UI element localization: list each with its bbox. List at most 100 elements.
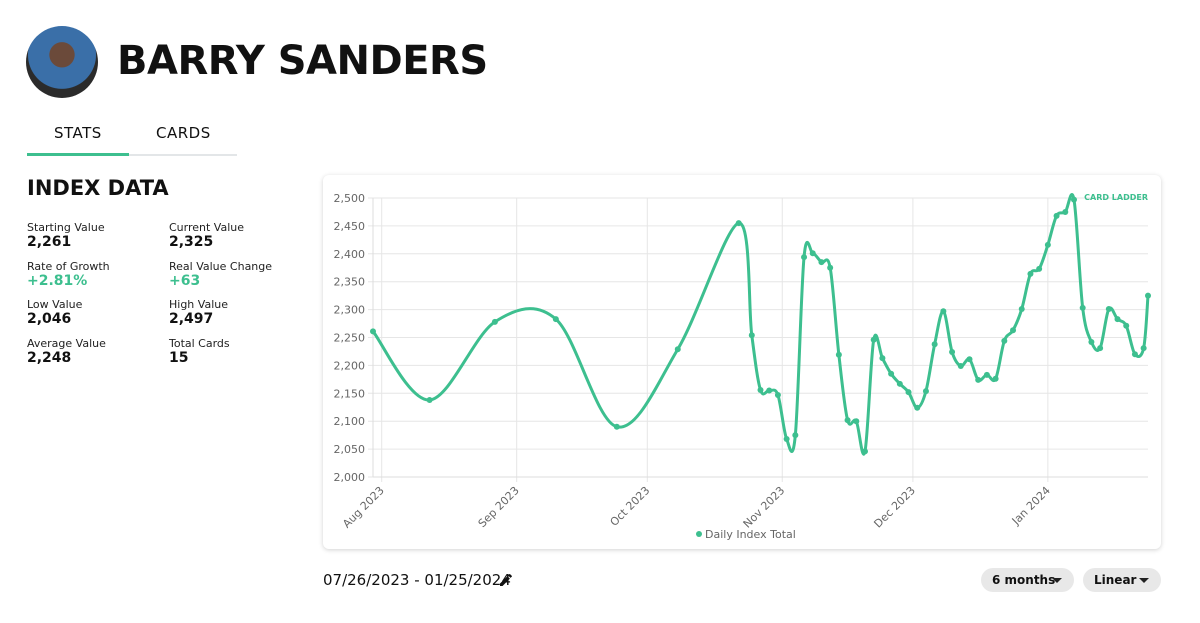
point <box>491 318 498 325</box>
point <box>1140 345 1147 352</box>
point <box>888 370 895 377</box>
point <box>1123 322 1130 329</box>
x-tick-label: Nov 2023 <box>741 484 788 531</box>
point <box>853 418 860 425</box>
stat-label: Real Value Change <box>169 259 273 273</box>
point <box>949 349 956 356</box>
point <box>1053 212 1060 219</box>
tab-divider <box>27 154 237 156</box>
y-tick-label: 2,150 <box>334 387 366 400</box>
point <box>1145 292 1151 299</box>
y-tick-label: 2,200 <box>334 359 366 372</box>
stat-label: Total Cards <box>169 336 230 350</box>
point <box>835 351 842 358</box>
point <box>757 386 764 393</box>
x-tick-label: Dec 2023 <box>871 484 918 531</box>
point <box>774 391 781 398</box>
point <box>792 432 799 439</box>
chart: 2,000 2,050 2,100 2,150 2,200 2,250 2,300 2,350… <box>334 192 1151 541</box>
stat-value: 2,046 <box>27 311 72 327</box>
point <box>827 264 834 271</box>
point <box>1131 351 1138 358</box>
y-tick-label: 2,300 <box>334 304 366 317</box>
stat-value: 2,325 <box>169 234 214 250</box>
point <box>914 404 921 411</box>
point <box>905 389 912 396</box>
x-tick-label: Oct 2023 <box>608 484 653 529</box>
point <box>1114 316 1121 323</box>
x-tick-label: Jan 2024 <box>1009 484 1053 528</box>
chart-card: 2,000 2,050 2,100 2,150 2,200 2,250 2,300 2,350… <box>323 175 1161 549</box>
point <box>1079 304 1086 311</box>
point <box>861 448 868 455</box>
period-button[interactable]: 6 months <box>981 568 1074 592</box>
point <box>1001 337 1008 344</box>
avatar <box>26 26 98 98</box>
point <box>870 336 877 343</box>
point <box>1105 306 1112 313</box>
point <box>1044 241 1051 248</box>
line <box>371 192 1150 456</box>
y-tick-label: 2,000 <box>334 471 366 484</box>
x-tick-label: Sep 2023 <box>476 484 522 530</box>
point <box>801 254 808 261</box>
point <box>818 259 825 266</box>
logo: CARD LADDER <box>1084 193 1148 202</box>
stat-label: Low Value <box>27 298 83 311</box>
point <box>735 220 742 227</box>
point <box>983 371 990 378</box>
point <box>370 328 376 335</box>
legend-label: Daily Index Total <box>705 528 796 541</box>
y-tick-label: 2,400 <box>334 248 366 261</box>
point <box>879 355 886 362</box>
point <box>1018 306 1025 313</box>
legend-marker <box>696 531 702 537</box>
stat-label: Average Value <box>27 336 106 350</box>
point <box>1036 265 1043 272</box>
tab[interactable]: STATS <box>54 124 102 142</box>
stat-value: 2,497 <box>169 311 214 327</box>
tab-indicator <box>27 153 129 156</box>
point <box>613 423 620 430</box>
tab[interactable]: CARDS <box>156 124 211 142</box>
stat-label: Current Value <box>169 221 245 234</box>
point <box>426 396 433 403</box>
stat-label: Starting Value <box>27 221 105 234</box>
y-tick-label: 2,500 <box>334 192 366 205</box>
y-tick-label: 2,100 <box>334 415 366 428</box>
section-title: INDEX DATA <box>27 176 169 200</box>
point <box>1062 208 1069 215</box>
edit-icon[interactable] <box>498 572 514 588</box>
stat-label: High Value <box>169 298 228 311</box>
x-tick-label: Aug 2023 <box>340 484 387 531</box>
point <box>1070 196 1077 203</box>
stat-value: 2,261 <box>27 234 72 250</box>
point <box>674 346 681 353</box>
scale-button[interactable]: Linear <box>1083 568 1161 592</box>
point <box>992 375 999 382</box>
y-tick-label: 2,250 <box>334 332 366 345</box>
point <box>552 316 559 323</box>
point <box>809 250 816 257</box>
stat-value: +2.81% <box>27 272 88 289</box>
y-tick-label: 2,050 <box>334 443 366 456</box>
point <box>844 417 851 424</box>
point <box>1097 345 1104 352</box>
point <box>922 388 929 395</box>
point <box>931 341 938 348</box>
point <box>966 356 973 363</box>
point <box>783 436 790 443</box>
point <box>975 376 982 383</box>
player-name: BARRY SANDERS <box>117 38 488 84</box>
point <box>1027 270 1034 277</box>
point <box>766 387 773 394</box>
point <box>1010 327 1017 334</box>
stat-value: 2,248 <box>27 349 72 366</box>
point <box>748 332 755 339</box>
point <box>940 308 947 315</box>
date-range: 07/26/2023 - 01/25/2024 <box>323 571 511 589</box>
point <box>957 362 964 369</box>
point <box>896 380 903 387</box>
stat-value: +63 <box>169 272 201 289</box>
